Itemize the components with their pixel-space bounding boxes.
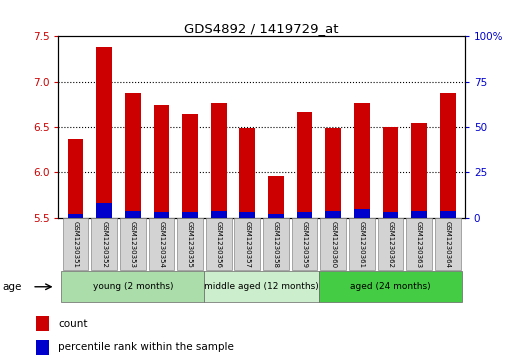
FancyBboxPatch shape	[177, 218, 203, 270]
Bar	[354, 103, 370, 218]
FancyBboxPatch shape	[320, 218, 346, 270]
Bar	[182, 212, 198, 218]
Text: GSM1230353: GSM1230353	[130, 221, 136, 268]
Bar	[440, 93, 456, 218]
Text: GSM1230363: GSM1230363	[416, 221, 422, 268]
Bar	[239, 212, 255, 218]
Bar	[125, 211, 141, 218]
Bar	[383, 212, 398, 218]
Bar	[68, 139, 83, 218]
Bar	[125, 94, 141, 218]
Text: GSM1230362: GSM1230362	[388, 221, 393, 268]
Text: young (2 months): young (2 months)	[92, 282, 173, 291]
Text: GSM1230364: GSM1230364	[444, 221, 451, 268]
Text: middle aged (12 months): middle aged (12 months)	[204, 282, 319, 291]
Bar	[411, 123, 427, 218]
Text: GSM1230356: GSM1230356	[216, 221, 221, 268]
FancyBboxPatch shape	[377, 218, 403, 270]
FancyBboxPatch shape	[148, 218, 174, 270]
Bar	[268, 176, 284, 218]
Text: GSM1230355: GSM1230355	[187, 221, 193, 268]
FancyBboxPatch shape	[319, 271, 462, 302]
Bar	[268, 214, 284, 218]
Bar	[153, 212, 169, 218]
FancyBboxPatch shape	[292, 218, 318, 270]
Bar	[411, 211, 427, 218]
Text: aged (24 months): aged (24 months)	[350, 282, 431, 291]
Bar	[97, 47, 112, 218]
Bar	[211, 211, 227, 218]
Text: percentile rank within the sample: percentile rank within the sample	[58, 342, 234, 352]
Bar	[239, 128, 255, 218]
FancyBboxPatch shape	[435, 218, 461, 270]
Text: GSM1230352: GSM1230352	[101, 221, 107, 268]
FancyBboxPatch shape	[204, 271, 319, 302]
Bar	[97, 203, 112, 218]
Bar	[297, 112, 312, 218]
Text: count: count	[58, 318, 88, 329]
Bar	[36, 339, 49, 355]
Text: GSM1230360: GSM1230360	[330, 221, 336, 268]
FancyBboxPatch shape	[234, 218, 260, 270]
Bar	[153, 105, 169, 218]
Text: GSM1230354: GSM1230354	[158, 221, 165, 268]
Text: GSM1230359: GSM1230359	[302, 221, 307, 268]
Title: GDS4892 / 1419729_at: GDS4892 / 1419729_at	[184, 22, 339, 35]
Bar	[325, 211, 341, 218]
FancyBboxPatch shape	[406, 218, 432, 270]
Bar	[354, 209, 370, 218]
FancyBboxPatch shape	[61, 271, 204, 302]
Bar	[325, 128, 341, 218]
Bar	[440, 211, 456, 218]
FancyBboxPatch shape	[91, 218, 117, 270]
Bar	[68, 214, 83, 218]
Bar	[182, 114, 198, 218]
Text: GSM1230361: GSM1230361	[359, 221, 365, 268]
Bar	[211, 103, 227, 218]
FancyBboxPatch shape	[349, 218, 375, 270]
Bar	[383, 127, 398, 218]
Text: GSM1230351: GSM1230351	[73, 221, 79, 268]
Text: age: age	[3, 282, 22, 292]
Bar	[36, 316, 49, 331]
FancyBboxPatch shape	[263, 218, 289, 270]
FancyBboxPatch shape	[62, 218, 88, 270]
Text: GSM1230357: GSM1230357	[244, 221, 250, 268]
FancyBboxPatch shape	[120, 218, 146, 270]
Text: GSM1230358: GSM1230358	[273, 221, 279, 268]
Bar	[297, 212, 312, 218]
FancyBboxPatch shape	[206, 218, 232, 270]
